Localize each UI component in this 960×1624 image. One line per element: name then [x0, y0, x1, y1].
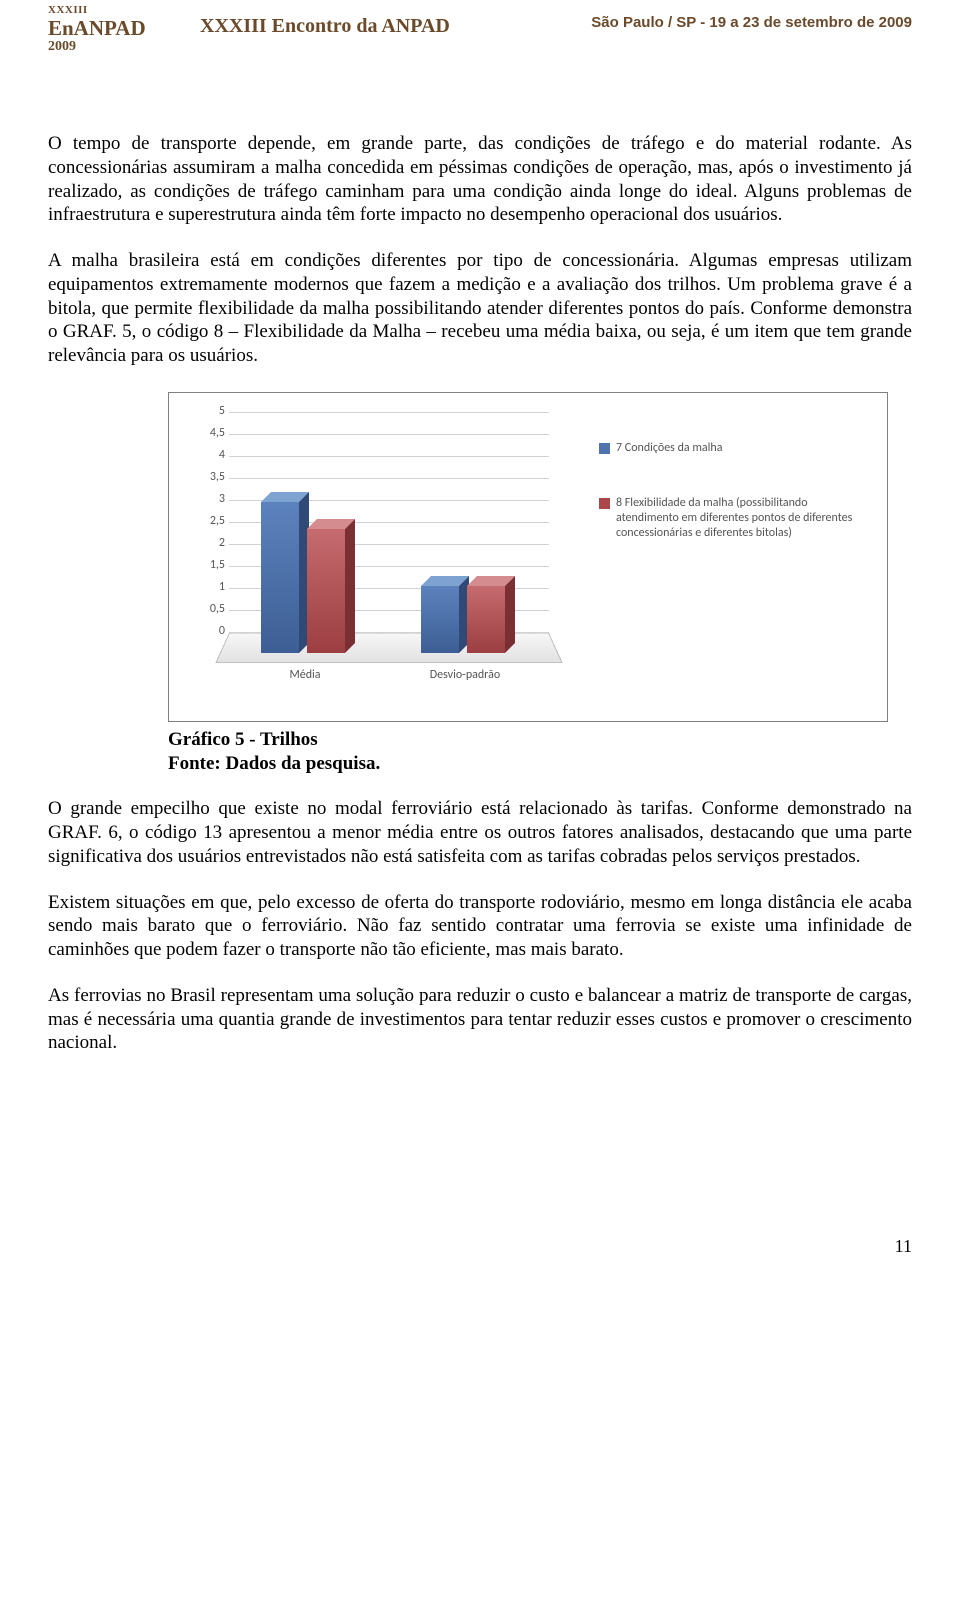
chart-caption: Gráfico 5 - Trilhos Fonte: Dados da pesq… — [168, 728, 912, 776]
legend-text-serie8: 8 Flexibilidade da malha (possibilitando… — [616, 496, 871, 541]
legend-item-serie7: 7 Condições da malha — [599, 441, 871, 456]
chart-legend: 7 Condições da malha 8 Flexibilidade da … — [599, 441, 871, 581]
legend-item-serie8: 8 Flexibilidade da malha (possibilitando… — [599, 496, 871, 541]
ytick: 3 — [189, 492, 225, 507]
paragraph-1: O tempo de transporte depende, em grande… — [48, 132, 912, 227]
page-body: O tempo de transporte depende, em grande… — [0, 60, 960, 1055]
paragraph-4: Existem situações em que, pelo excesso d… — [48, 891, 912, 962]
ytick: 3,5 — [189, 470, 225, 485]
legend-text-serie7: 7 Condições da malha — [616, 441, 722, 456]
brand-block: XXXIII EnANPAD 2009 — [48, 4, 146, 56]
page-number: 11 — [0, 1235, 960, 1278]
ygrid — [229, 434, 549, 435]
ytick: 2 — [189, 536, 225, 551]
legend-swatch-red — [599, 498, 610, 509]
ytick: 2,5 — [189, 514, 225, 529]
legend-swatch-blue — [599, 443, 610, 454]
ygrid — [229, 412, 549, 413]
paragraph-2: A malha brasileira está em condições dif… — [48, 249, 912, 368]
paragraph-5: As ferrovias no Brasil representam uma s… — [48, 984, 912, 1055]
chart-graf5: 0 0,5 1 1,5 2 2,5 3 3,5 4 4,5 5 — [168, 392, 888, 722]
ytick: 0,5 — [189, 602, 225, 617]
event-place-date: São Paulo / SP - 19 a 23 de setembro de … — [591, 14, 912, 33]
ytick: 0 — [189, 624, 225, 639]
paragraph-3: O grande empecilho que existe no modal f… — [48, 797, 912, 868]
ytick: 1 — [189, 580, 225, 595]
ytick: 1,5 — [189, 558, 225, 573]
xlabel-dp: Desvio-padrão — [405, 668, 525, 683]
xlabel-media: Média — [245, 668, 365, 683]
ytick: 4,5 — [189, 426, 225, 441]
ytick: 5 — [189, 404, 225, 419]
ytick: 4 — [189, 448, 225, 463]
chart-plot-area: 0 0,5 1 1,5 2 2,5 3 3,5 4 4,5 5 — [229, 411, 549, 681]
event-title: XXXIII Encontro da ANPAD — [200, 14, 450, 39]
caption-title: Gráfico 5 - Trilhos — [168, 728, 912, 752]
caption-source: Fonte: Dados da pesquisa. — [168, 752, 912, 776]
ygrid — [229, 456, 549, 457]
ygrid — [229, 478, 549, 479]
page-header: XXXIII EnANPAD 2009 XXXIII Encontro da A… — [0, 0, 960, 60]
